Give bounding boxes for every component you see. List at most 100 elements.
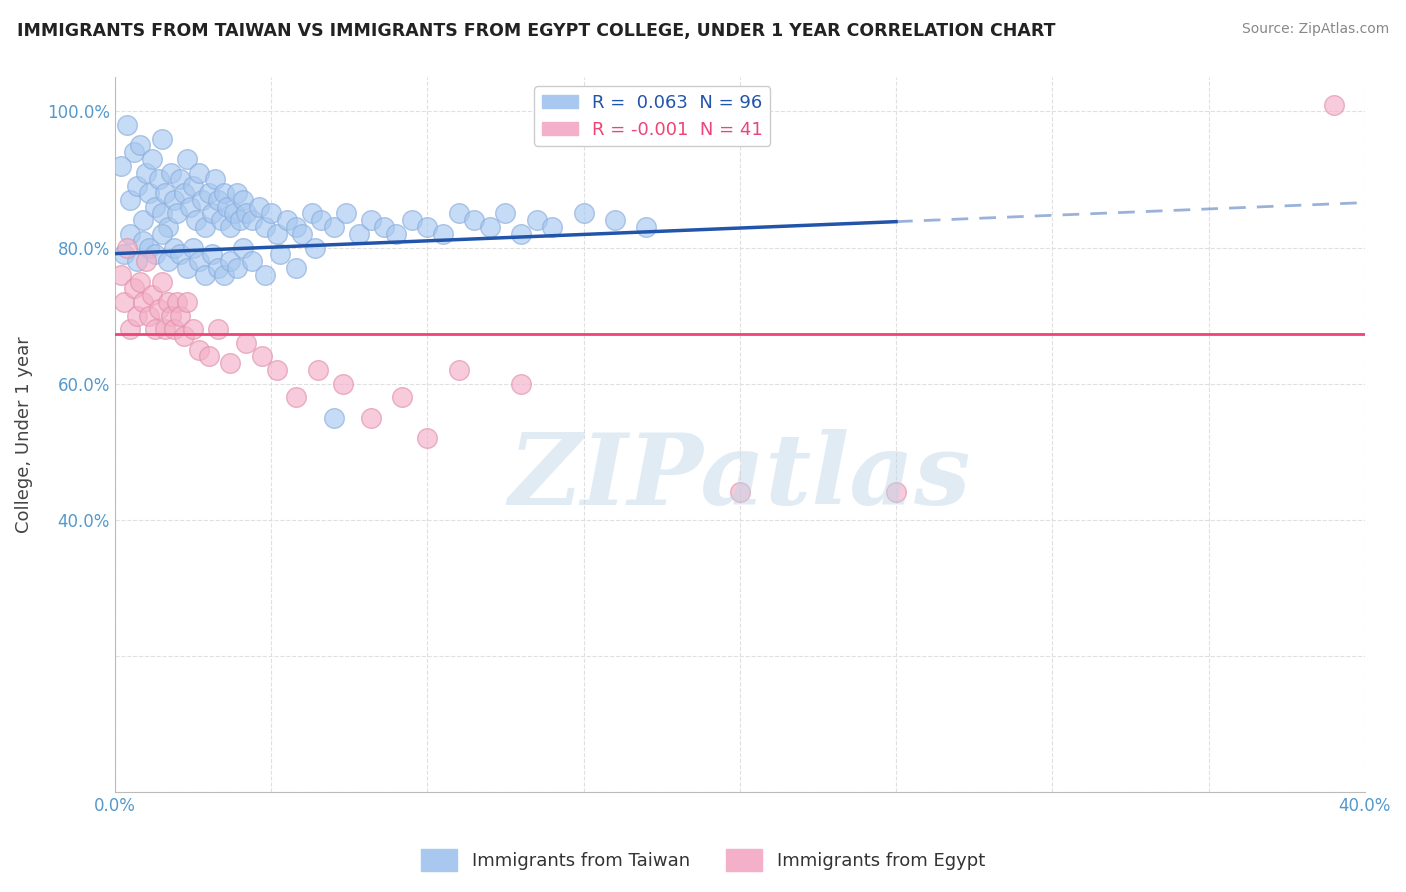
Point bbox=[572, 206, 595, 220]
Point bbox=[120, 322, 142, 336]
Point bbox=[304, 240, 326, 254]
Point bbox=[285, 220, 308, 235]
Point bbox=[191, 193, 214, 207]
Point bbox=[307, 363, 329, 377]
Point bbox=[153, 186, 176, 200]
Point bbox=[212, 186, 235, 200]
Point bbox=[122, 145, 145, 160]
Point bbox=[250, 349, 273, 363]
Point bbox=[163, 240, 186, 254]
Point bbox=[135, 166, 157, 180]
Point bbox=[463, 213, 485, 227]
Point bbox=[138, 309, 160, 323]
Point bbox=[285, 390, 308, 404]
Point bbox=[266, 227, 288, 241]
Point bbox=[225, 260, 247, 275]
Point bbox=[150, 227, 173, 241]
Point bbox=[266, 363, 288, 377]
Point bbox=[166, 294, 188, 309]
Point bbox=[301, 206, 323, 220]
Point bbox=[169, 172, 191, 186]
Point bbox=[166, 206, 188, 220]
Point bbox=[219, 254, 242, 268]
Point bbox=[225, 186, 247, 200]
Point bbox=[232, 193, 254, 207]
Point bbox=[603, 213, 626, 227]
Point bbox=[156, 294, 179, 309]
Point bbox=[222, 206, 245, 220]
Point bbox=[634, 220, 657, 235]
Point bbox=[188, 166, 211, 180]
Point bbox=[212, 268, 235, 282]
Point bbox=[173, 186, 195, 200]
Point bbox=[112, 247, 135, 261]
Point bbox=[160, 166, 183, 180]
Point bbox=[160, 309, 183, 323]
Point bbox=[884, 485, 907, 500]
Point bbox=[181, 179, 204, 194]
Point bbox=[347, 227, 370, 241]
Point bbox=[173, 329, 195, 343]
Point bbox=[148, 301, 170, 316]
Point bbox=[217, 200, 239, 214]
Point bbox=[112, 294, 135, 309]
Point bbox=[201, 206, 224, 220]
Point bbox=[163, 193, 186, 207]
Point bbox=[150, 206, 173, 220]
Point bbox=[447, 363, 470, 377]
Point bbox=[122, 281, 145, 295]
Point bbox=[322, 410, 344, 425]
Point bbox=[253, 268, 276, 282]
Point bbox=[145, 200, 167, 214]
Point bbox=[156, 220, 179, 235]
Point bbox=[207, 193, 229, 207]
Point bbox=[332, 376, 354, 391]
Text: IMMIGRANTS FROM TAIWAN VS IMMIGRANTS FROM EGYPT COLLEGE, UNDER 1 YEAR CORRELATIO: IMMIGRANTS FROM TAIWAN VS IMMIGRANTS FRO… bbox=[17, 22, 1056, 40]
Point bbox=[125, 179, 148, 194]
Point bbox=[169, 247, 191, 261]
Point bbox=[194, 268, 217, 282]
Point bbox=[209, 213, 232, 227]
Point bbox=[432, 227, 454, 241]
Point bbox=[132, 213, 155, 227]
Point bbox=[176, 152, 198, 166]
Point bbox=[132, 234, 155, 248]
Point bbox=[135, 254, 157, 268]
Point bbox=[197, 349, 219, 363]
Point bbox=[169, 309, 191, 323]
Point bbox=[385, 227, 408, 241]
Point bbox=[260, 206, 283, 220]
Point bbox=[232, 240, 254, 254]
Point bbox=[391, 390, 413, 404]
Point bbox=[141, 288, 163, 302]
Point bbox=[148, 172, 170, 186]
Point bbox=[117, 118, 139, 132]
Point bbox=[360, 213, 382, 227]
Point bbox=[235, 335, 257, 350]
Point bbox=[510, 376, 533, 391]
Point bbox=[416, 431, 439, 445]
Point bbox=[120, 193, 142, 207]
Point bbox=[141, 152, 163, 166]
Point bbox=[285, 260, 308, 275]
Point bbox=[416, 220, 439, 235]
Point bbox=[176, 260, 198, 275]
Point bbox=[156, 254, 179, 268]
Point bbox=[150, 275, 173, 289]
Point bbox=[125, 254, 148, 268]
Point bbox=[188, 254, 211, 268]
Point bbox=[541, 220, 564, 235]
Point bbox=[235, 206, 257, 220]
Point bbox=[229, 213, 252, 227]
Point bbox=[184, 213, 207, 227]
Point bbox=[197, 186, 219, 200]
Point bbox=[335, 206, 357, 220]
Point bbox=[188, 343, 211, 357]
Point bbox=[240, 213, 263, 227]
Point bbox=[309, 213, 332, 227]
Point bbox=[128, 138, 150, 153]
Point bbox=[163, 322, 186, 336]
Point bbox=[322, 220, 344, 235]
Point bbox=[176, 294, 198, 309]
Point bbox=[207, 260, 229, 275]
